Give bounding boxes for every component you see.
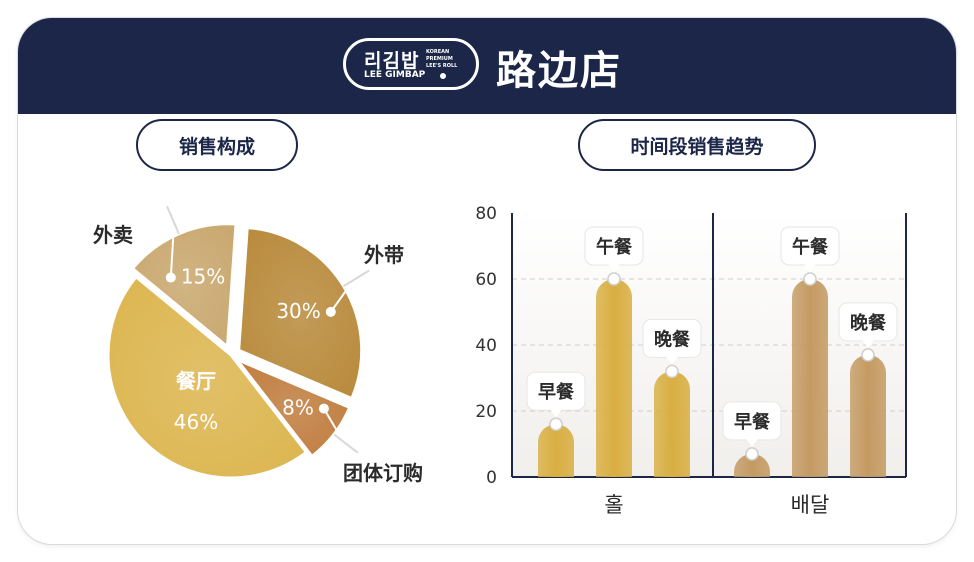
bar-marker (803, 272, 817, 286)
bar (734, 453, 770, 477)
brand-logo-dot (440, 73, 446, 79)
pie-leader-line-outer (343, 269, 370, 287)
bar-label-pointer (746, 438, 758, 447)
bar-label-pointer (804, 264, 816, 272)
x-group-label: 배달 (791, 493, 830, 517)
bar-series-label: 午餐 (792, 236, 829, 258)
pie-slice (231, 355, 352, 459)
brand-logo: 리김밥 LEE GIMBAP KOREAN PREMIUM LEE'S ROLL (343, 38, 479, 90)
bar-label-pointer (608, 264, 620, 272)
bar (850, 354, 886, 477)
bar-marker (861, 348, 875, 362)
bar-label-pointer (862, 339, 874, 348)
bar (654, 371, 690, 477)
bar-marker (745, 447, 759, 461)
brand-logo-latin: LEE GIMBAP (364, 70, 426, 80)
store-title: 路边店 (496, 48, 622, 94)
pie-value-label: 8% (282, 396, 314, 420)
bar (792, 279, 828, 477)
pie-leader-line (169, 222, 176, 278)
bar-series-label: 晚餐 (654, 328, 691, 350)
bar-series-label: 早餐 (538, 381, 575, 403)
bar-chart-title: 时间段销售趋势 (578, 119, 816, 171)
bar-marker (549, 417, 563, 431)
pie-leader-line (323, 408, 345, 443)
pie-value-label: 15% (181, 265, 225, 289)
pie-label-dot (318, 403, 329, 414)
x-group-label: 홀 (604, 493, 623, 517)
bar-marker (607, 272, 621, 286)
header-bar: 리김밥 LEE GIMBAP KOREAN PREMIUM LEE'S ROLL… (18, 18, 956, 114)
pie-chart-title: 销售构成 (136, 119, 298, 171)
pie-slice-name: 餐厅 (176, 369, 216, 393)
brand-logo-korean: 리김밥 (364, 50, 420, 72)
y-tick-label: 0 (486, 468, 497, 488)
pie-slice (130, 222, 238, 350)
pie-label-dot (325, 306, 336, 317)
bar-series-label: 早餐 (734, 411, 771, 433)
pie-value-label: 46% (174, 410, 218, 434)
y-tick-label: 80 (475, 204, 497, 224)
y-tick-label: 60 (475, 270, 497, 290)
bar-series-label: 晚餐 (850, 312, 887, 334)
y-tick-label: 20 (475, 402, 497, 422)
pie-value-label: 30% (276, 299, 320, 323)
pie-leader-line-outer (333, 433, 359, 454)
brand-logo-tagline: KOREAN PREMIUM LEE'S ROLL (426, 49, 458, 69)
bar-marker (665, 364, 679, 379)
y-tick-label: 40 (475, 336, 497, 356)
bar (538, 424, 574, 477)
pie-slice-name: 外卖 (93, 223, 133, 247)
bar-label-pointer (550, 409, 562, 418)
bar-label-pointer (666, 356, 678, 365)
pie-slice (106, 274, 309, 480)
pie-leader-line-outer (166, 205, 180, 235)
pie-label-dot (165, 272, 176, 283)
pie-slice-name: 外带 (364, 243, 404, 267)
bar (596, 279, 632, 477)
pie-leader-line (329, 279, 355, 313)
pie-slice-name: 团体订购 (343, 461, 423, 485)
bar-series-label: 午餐 (596, 236, 633, 258)
